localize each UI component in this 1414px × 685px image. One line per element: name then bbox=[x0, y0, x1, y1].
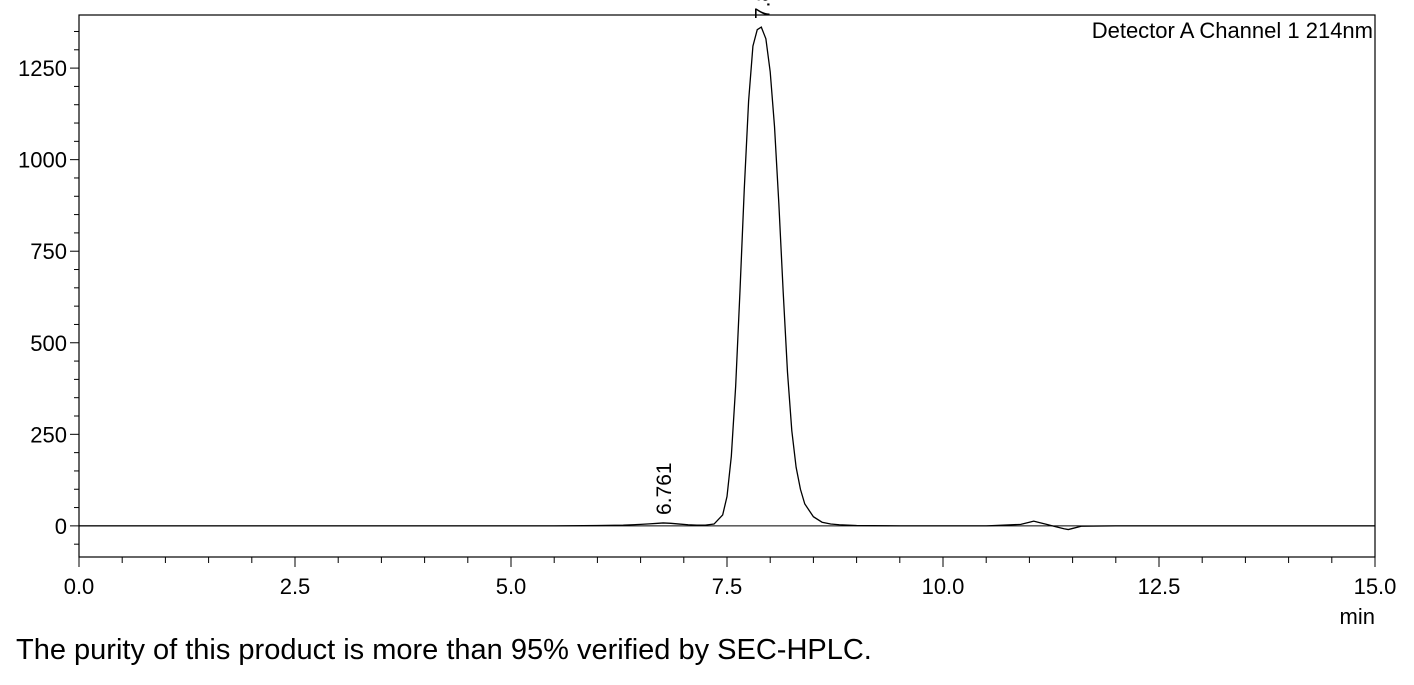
peak-labels: 6.761 7.897 bbox=[653, 0, 774, 515]
x-tick-label: 15.0 bbox=[1354, 574, 1397, 599]
peak-label: 6.761 bbox=[653, 462, 676, 515]
x-unit-label: min bbox=[1340, 604, 1375, 629]
peak-label: 7.897 bbox=[751, 0, 774, 19]
purity-caption: The purity of this product is more than … bbox=[16, 634, 872, 666]
x-tick-label: 2.5 bbox=[280, 574, 311, 599]
y-tick-label: 750 bbox=[30, 239, 67, 264]
x-tick-label: 10.0 bbox=[922, 574, 965, 599]
chromatogram-chart: 0 250 500 750 1000 1250 0.0 2.5 5.0 7.5 10.0 12.5 1… bbox=[18, 0, 1397, 629]
y-tick-label: 250 bbox=[30, 422, 67, 447]
y-tick-label: 1250 bbox=[18, 56, 67, 81]
x-tick-label: 0.0 bbox=[64, 574, 95, 599]
x-tick-label: 5.0 bbox=[496, 574, 527, 599]
y-tick-label: 0 bbox=[55, 514, 67, 539]
y-tick-label: 1000 bbox=[18, 148, 67, 173]
detector-label: Detector A Channel 1 214nm bbox=[1092, 18, 1373, 43]
x-axis: 0.0 2.5 5.0 7.5 10.0 12.5 15.0 bbox=[64, 557, 1397, 599]
chromatogram-trace bbox=[79, 26, 1375, 531]
x-tick-label: 7.5 bbox=[712, 574, 743, 599]
y-tick-label: 500 bbox=[30, 331, 67, 356]
y-axis: 0 250 500 750 1000 1250 bbox=[18, 30, 79, 545]
plot-frame bbox=[78, 14, 1376, 558]
x-tick-label: 12.5 bbox=[1138, 574, 1181, 599]
